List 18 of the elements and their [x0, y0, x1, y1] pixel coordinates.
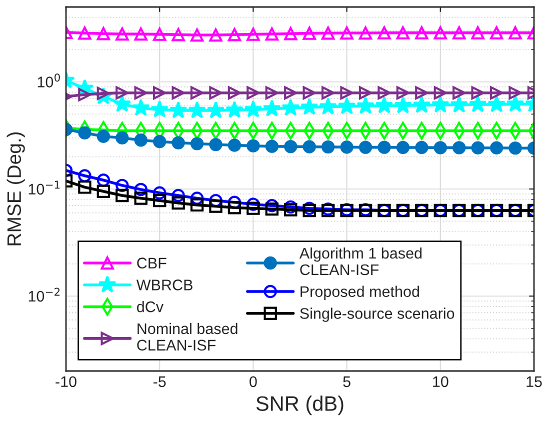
- x-axis-title: SNR (dB): [256, 396, 344, 416]
- legend-label: Single-source scenario: [300, 308, 454, 322]
- legend-label: Algorithm 1 based CLEAN-ISF: [299, 247, 422, 276]
- legend-label: dCv: [137, 301, 164, 312]
- x-tick-label: 0: [250, 376, 257, 388]
- x-tick-label: -10: [56, 376, 76, 388]
- legend-label: CBF: [137, 258, 166, 268]
- x-tick-label: 5: [343, 376, 350, 388]
- x-tick-label: 10: [433, 376, 448, 388]
- y-tick-label: 10$^{0}$: [38, 74, 60, 88]
- x-tick-label: -5: [153, 376, 166, 388]
- legend-label: Proposed method: [300, 286, 420, 300]
- y-axis-title: RMSE (Deg.): [6, 132, 25, 246]
- y-tick-label: 10$^{−2}$: [28, 288, 60, 302]
- legend-label: Nominal based CLEAN-ISF: [137, 322, 238, 351]
- legend-label: WBRCB: [136, 280, 192, 290]
- y-tick-label: 10$^{−1}$: [28, 180, 60, 195]
- x-tick-label: 15: [526, 376, 542, 388]
